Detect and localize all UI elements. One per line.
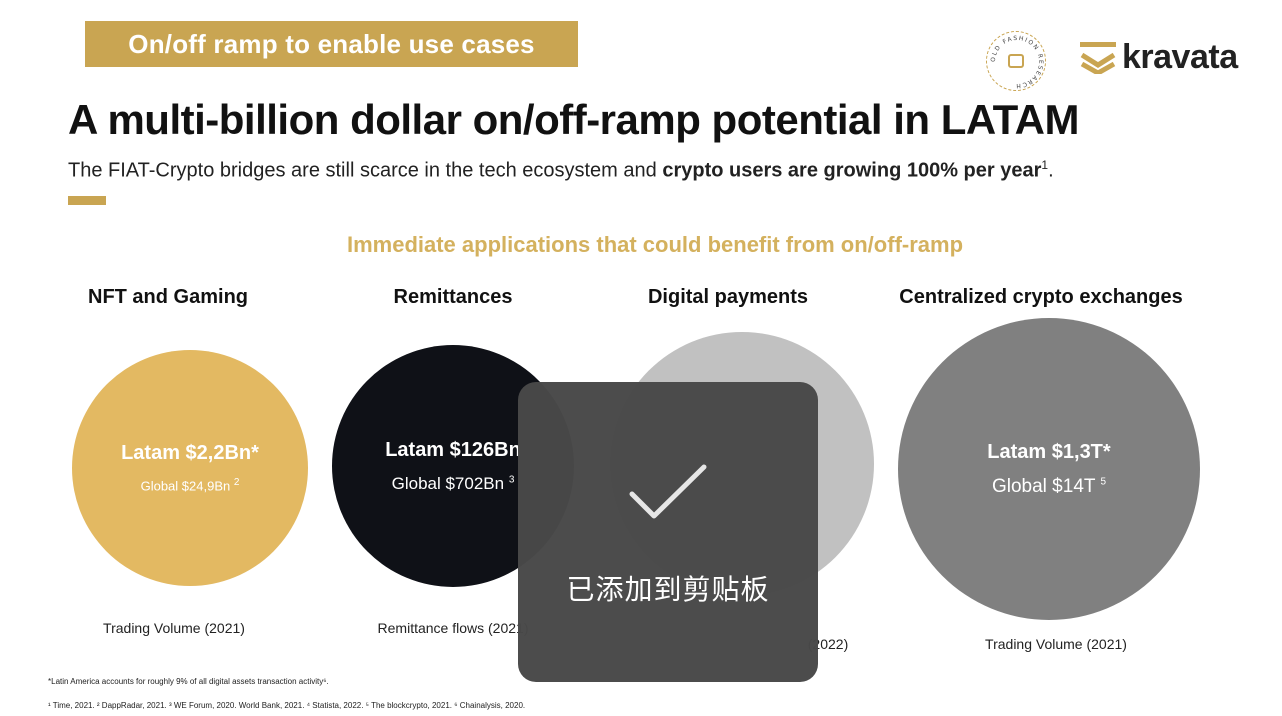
global-value-text: Global $24,9Bn: [140, 478, 231, 494]
caption-remittances: Remittance flows (2021): [377, 620, 529, 636]
circle-crypto-exchanges: Latam $1,3T* Global $14T 5: [898, 318, 1200, 620]
footnote-latam-share: *Latin America accounts for roughly 9% o…: [48, 677, 329, 686]
accent-bar: [68, 196, 106, 205]
page-title: A multi-billion dollar on/off-ramp poten…: [68, 96, 1079, 143]
global-footnote-ref: 3: [508, 473, 515, 485]
column-title-crypto-exchanges: Centralized crypto exchanges: [899, 286, 1183, 308]
circle-nft-gaming: Latam $2,2Bn* Global $24,9Bn 2: [72, 350, 308, 586]
seal-box-icon: [1008, 54, 1024, 68]
brand-wordmark: kravata: [1122, 38, 1238, 76]
seal-ring-text: OLD FASHION RESEARCH: [990, 35, 1043, 89]
brand-logo: kravata: [1080, 38, 1238, 77]
latam-value: Latam $126Bn: [385, 438, 521, 461]
latam-value: Latam $2,2Bn*: [121, 442, 259, 465]
checkmark-icon: [629, 464, 707, 519]
global-footnote-ref: 2: [233, 477, 240, 489]
global-value-text: Global $14T: [991, 475, 1096, 497]
column-title-remittances: Remittances: [393, 286, 513, 308]
column-title-nft-gaming: NFT and Gaming: [88, 286, 248, 308]
research-seal-logo: OLD FASHION RESEARCH: [986, 31, 1046, 91]
clipboard-toast: 已添加到剪贴板: [518, 382, 818, 682]
section-banner: On/off ramp to enable use cases: [85, 21, 578, 67]
subtitle-regular: The FIAT-Crypto bridges are still scarce…: [68, 159, 663, 182]
global-value: Global $24,9Bn 2: [141, 477, 240, 493]
subtitle: The FIAT-Crypto bridges are still scarce…: [68, 158, 1054, 183]
footnote-sources: ¹ Time, 2021. ² DappRadar, 2021. ³ WE Fo…: [48, 701, 526, 710]
latam-value: Latam $1,3T*: [987, 440, 1111, 463]
section-title: Immediate applications that could benefi…: [346, 232, 964, 257]
global-value-text: Global $702Bn: [391, 473, 505, 493]
global-value: Global $14T 5: [992, 476, 1106, 498]
caption-nft-gaming: Trading Volume (2021): [103, 620, 245, 636]
column-title-digital-payments: Digital payments: [647, 286, 809, 308]
banner-text: On/off ramp to enable use cases: [128, 28, 535, 59]
global-value: Global $702Bn 3: [392, 474, 515, 494]
kravata-chevron-icon: [1080, 41, 1116, 74]
global-footnote-ref: 5: [1100, 476, 1106, 488]
subtitle-bold: crypto users are growing 100% per year: [662, 159, 1042, 182]
subtitle-footnote-ref: 1: [1041, 158, 1049, 172]
toast-message: 已添加到剪贴板: [566, 573, 770, 606]
subtitle-end: .: [1048, 159, 1054, 182]
caption-crypto-exchanges: Trading Volume (2021): [985, 636, 1127, 652]
